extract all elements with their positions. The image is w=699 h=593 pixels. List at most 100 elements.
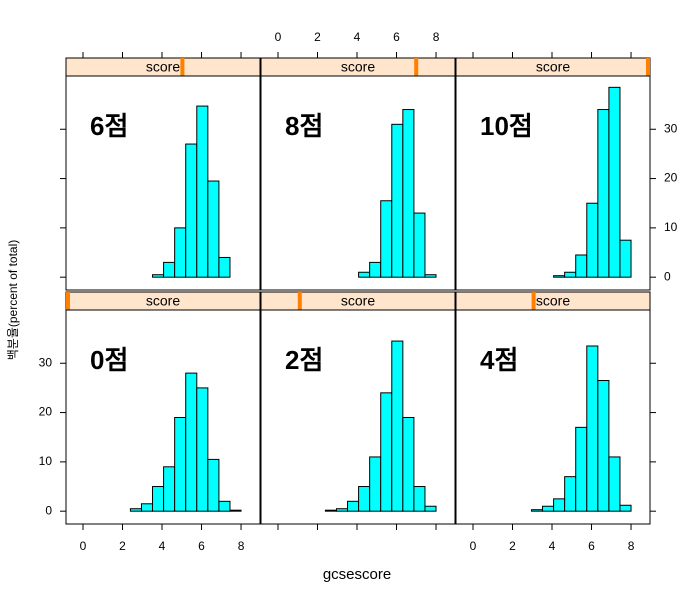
y-tick-label: 10: [39, 454, 53, 468]
bar: [608, 456, 621, 512]
x-tick-label: 0: [275, 30, 282, 44]
strip-label: score: [341, 293, 375, 309]
panel-frame: [65, 309, 261, 525]
panel-annotation: 4점: [480, 345, 518, 375]
bar: [608, 86, 621, 278]
x-axis-label: gcsescore: [323, 566, 391, 583]
bar: [163, 261, 176, 278]
bar: [152, 274, 165, 278]
x-tick-label: 2: [314, 30, 321, 44]
bar: [218, 500, 231, 512]
y-tick-label: 30: [664, 121, 678, 135]
panel-frame: [260, 309, 456, 525]
bar: [358, 486, 371, 512]
y-tick-label: 0: [664, 269, 671, 283]
bar: [185, 143, 198, 278]
strip-level-marker: [414, 58, 419, 76]
bar: [553, 275, 566, 278]
panel-frame: [455, 309, 651, 525]
y-tick-label: 20: [39, 405, 53, 419]
bar: [196, 387, 209, 512]
strip-level-marker: [531, 292, 536, 310]
y-axis-label: 백분율(percent of total): [6, 240, 20, 361]
y-tick-label: 30: [39, 355, 53, 369]
bar: [564, 476, 577, 512]
y-tick-label: 0: [45, 503, 52, 517]
bar: [424, 505, 437, 512]
bar: [335, 508, 349, 512]
strip-level-marker: [646, 58, 650, 76]
bar: [575, 426, 588, 512]
bar: [369, 261, 382, 278]
strip-level-marker: [180, 58, 185, 76]
panel-annotation: 10점: [480, 111, 533, 141]
x-tick-label: 8: [628, 539, 635, 553]
bar: [564, 271, 577, 278]
bar: [324, 509, 337, 512]
bar: [424, 274, 437, 278]
bar: [391, 123, 404, 278]
strip-label: score: [341, 59, 375, 75]
panel-annotation: 6점: [90, 111, 128, 141]
y-tick-label: 10: [664, 220, 678, 234]
bar: [391, 340, 404, 512]
panel-frame: [455, 75, 651, 291]
x-tick-label: 6: [198, 539, 205, 553]
bar: [369, 456, 382, 512]
bar: [185, 372, 198, 512]
strip-label: score: [536, 59, 570, 75]
strip-label: score: [536, 293, 570, 309]
bar: [402, 416, 415, 512]
x-tick-label: 4: [549, 539, 556, 553]
bar: [380, 392, 393, 512]
strip-level-marker: [297, 292, 302, 310]
bar: [597, 380, 610, 512]
bar: [152, 486, 165, 512]
panel-annotation: 8점: [285, 111, 323, 141]
panel-frame: [260, 75, 456, 291]
x-tick-label: 2: [509, 539, 516, 553]
x-tick-label: 0: [470, 539, 477, 553]
bar: [196, 105, 209, 278]
panel-annotation: 0점: [90, 345, 128, 375]
x-tick-label: 4: [159, 539, 166, 553]
bar: [174, 416, 187, 512]
x-tick-label: 4: [354, 30, 361, 44]
bar: [207, 458, 220, 512]
bar: [174, 227, 187, 278]
bar: [597, 109, 610, 278]
bar: [229, 509, 242, 512]
bar: [207, 180, 220, 278]
bar: [619, 239, 632, 278]
panel-frame: [65, 75, 261, 291]
bar: [140, 503, 154, 512]
bar: [542, 505, 555, 512]
bar: [575, 254, 588, 278]
bar: [586, 202, 599, 278]
y-tick-label: 20: [664, 171, 678, 185]
bar: [358, 271, 371, 278]
bar: [619, 504, 632, 512]
bar: [380, 200, 393, 278]
bar: [553, 498, 566, 512]
bar: [347, 500, 360, 512]
bar: [530, 509, 544, 512]
x-tick-label: 2: [119, 539, 126, 553]
bar: [129, 508, 142, 512]
x-tick-label: 8: [433, 30, 440, 44]
strip-level-marker: [66, 292, 70, 310]
bar: [163, 466, 176, 512]
x-tick-label: 0: [80, 539, 87, 553]
x-tick-label: 8: [238, 539, 245, 553]
bar: [586, 345, 599, 512]
bar: [413, 212, 426, 278]
x-tick-label: 6: [393, 30, 400, 44]
bar: [413, 486, 426, 512]
bar: [402, 109, 415, 278]
strip-label: score: [146, 293, 180, 309]
x-tick-label: 6: [588, 539, 595, 553]
panel-annotation: 2점: [285, 345, 323, 375]
strip-label: score: [146, 59, 180, 75]
bar: [218, 256, 231, 278]
